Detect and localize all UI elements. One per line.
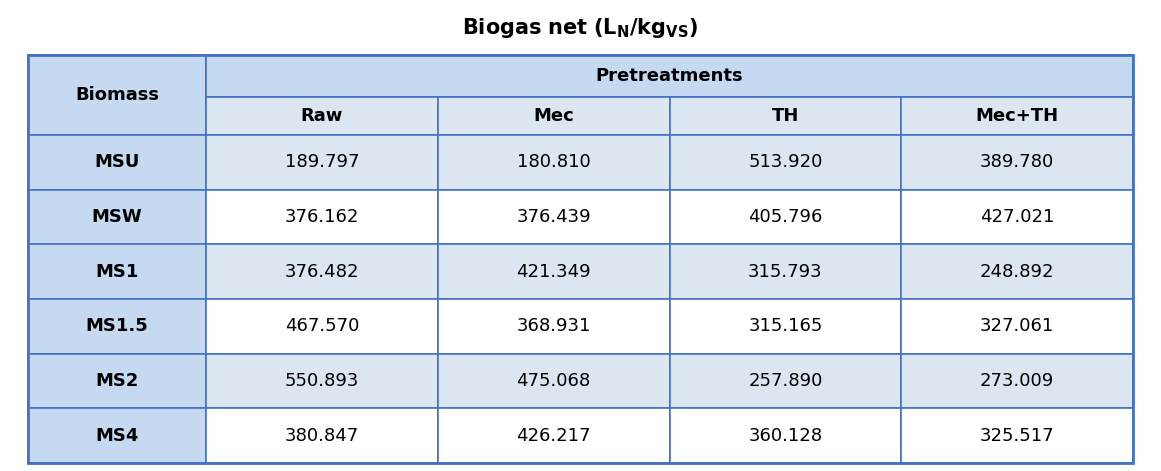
Bar [438, 299, 670, 354]
Bar [205, 97, 438, 135]
Text: 421.349: 421.349 [517, 263, 591, 281]
Text: 315.793: 315.793 [748, 263, 823, 281]
Bar [205, 299, 438, 354]
Text: 376.162: 376.162 [284, 208, 359, 226]
Bar [670, 354, 901, 408]
Bar [670, 190, 901, 244]
Bar [670, 299, 901, 354]
Bar [901, 354, 1133, 408]
Text: Mec: Mec [533, 107, 574, 125]
Bar [670, 408, 901, 463]
Bar [670, 244, 901, 299]
Bar [205, 244, 438, 299]
Text: 376.439: 376.439 [517, 208, 591, 226]
Text: 467.570: 467.570 [284, 317, 359, 335]
Bar [438, 135, 670, 190]
Text: 405.796: 405.796 [748, 208, 822, 226]
Text: MSU: MSU [94, 154, 139, 171]
Bar [28, 299, 205, 354]
Text: Pretreatments: Pretreatments [596, 67, 743, 85]
Text: 376.482: 376.482 [284, 263, 359, 281]
Text: Raw: Raw [301, 107, 342, 125]
Text: 475.068: 475.068 [517, 372, 591, 390]
Text: 248.892: 248.892 [980, 263, 1054, 281]
Bar [28, 55, 205, 135]
Text: 189.797: 189.797 [284, 154, 359, 171]
Text: TH: TH [772, 107, 799, 125]
Text: 327.061: 327.061 [980, 317, 1054, 335]
Bar [205, 135, 438, 190]
Text: 426.217: 426.217 [517, 427, 591, 445]
Text: 360.128: 360.128 [749, 427, 822, 445]
Bar [438, 244, 670, 299]
Text: Biomass: Biomass [75, 86, 159, 104]
Text: 180.810: 180.810 [517, 154, 591, 171]
Bar [205, 190, 438, 244]
Bar [28, 354, 205, 408]
Bar [438, 97, 670, 135]
Bar [901, 244, 1133, 299]
Text: Mec+TH: Mec+TH [975, 107, 1059, 125]
Text: 325.517: 325.517 [980, 427, 1054, 445]
Bar [901, 135, 1133, 190]
Bar [28, 135, 205, 190]
Bar [28, 244, 205, 299]
Bar [670, 135, 901, 190]
Text: 257.890: 257.890 [748, 372, 822, 390]
Text: MS2: MS2 [95, 372, 138, 390]
Text: 513.920: 513.920 [748, 154, 822, 171]
Bar [901, 190, 1133, 244]
Bar [28, 190, 205, 244]
Text: MS1: MS1 [95, 263, 138, 281]
Text: 380.847: 380.847 [284, 427, 359, 445]
Text: 273.009: 273.009 [980, 372, 1054, 390]
Bar [670, 97, 901, 135]
Bar [901, 408, 1133, 463]
Bar [28, 408, 205, 463]
Bar [438, 408, 670, 463]
Text: 550.893: 550.893 [284, 372, 359, 390]
Bar [205, 408, 438, 463]
Text: 368.931: 368.931 [517, 317, 591, 335]
Text: MS1.5: MS1.5 [86, 317, 149, 335]
Text: MSW: MSW [92, 208, 143, 226]
Bar [901, 299, 1133, 354]
Bar [438, 354, 670, 408]
Bar [205, 55, 1133, 97]
Text: 427.021: 427.021 [980, 208, 1054, 226]
Text: $\mathbf{Biogas\ net\ (L_N/kg_{VS})}$: $\mathbf{Biogas\ net\ (L_N/kg_{VS})}$ [462, 16, 699, 40]
Bar [438, 190, 670, 244]
Bar [28, 55, 1133, 463]
Text: 315.165: 315.165 [748, 317, 822, 335]
Bar [901, 97, 1133, 135]
Text: MS4: MS4 [95, 427, 138, 445]
Bar [205, 354, 438, 408]
Text: 389.780: 389.780 [980, 154, 1054, 171]
